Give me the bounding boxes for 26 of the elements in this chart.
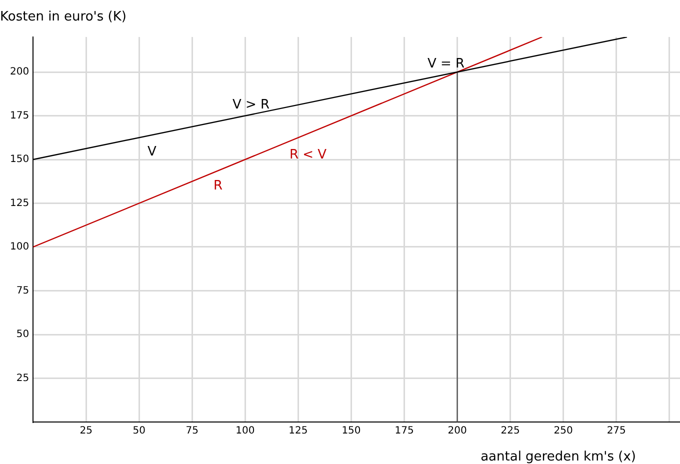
x-tick-label: 100 — [236, 426, 255, 437]
series-label: V — [148, 144, 157, 160]
x-tick-label: 275 — [606, 426, 626, 437]
x-tick-label: 225 — [500, 426, 520, 437]
y-tick-label: 125 — [10, 198, 30, 209]
y-tick-label: 50 — [16, 329, 30, 340]
y-tick-label: 75 — [16, 285, 30, 296]
x-tick-label: 75 — [186, 426, 199, 437]
y-tick-label: 200 — [10, 66, 30, 78]
annotation: R < V — [289, 147, 327, 162]
x-tick-label: 125 — [288, 426, 308, 437]
annotation: V = R — [427, 56, 465, 72]
x-tick-label: 175 — [394, 426, 414, 437]
x-tick-label: 150 — [342, 426, 361, 437]
annotation: V > R — [232, 97, 270, 112]
x-tick-label: 50 — [132, 426, 146, 437]
x-tick-label: 25 — [80, 426, 92, 437]
y-tick-label: 175 — [10, 110, 30, 122]
y-tick-label: 25 — [16, 372, 30, 384]
y-axis-title: Kosten in euro's (K) — [0, 9, 126, 24]
x-axis-title: aantal gereden km's (x) — [480, 449, 636, 464]
x-tick-label: 200 — [448, 426, 467, 437]
x-tick-label: 250 — [554, 426, 573, 437]
y-tick-label: 100 — [10, 242, 30, 253]
series-label: R — [213, 178, 223, 194]
y-tick-label: 150 — [10, 154, 30, 166]
